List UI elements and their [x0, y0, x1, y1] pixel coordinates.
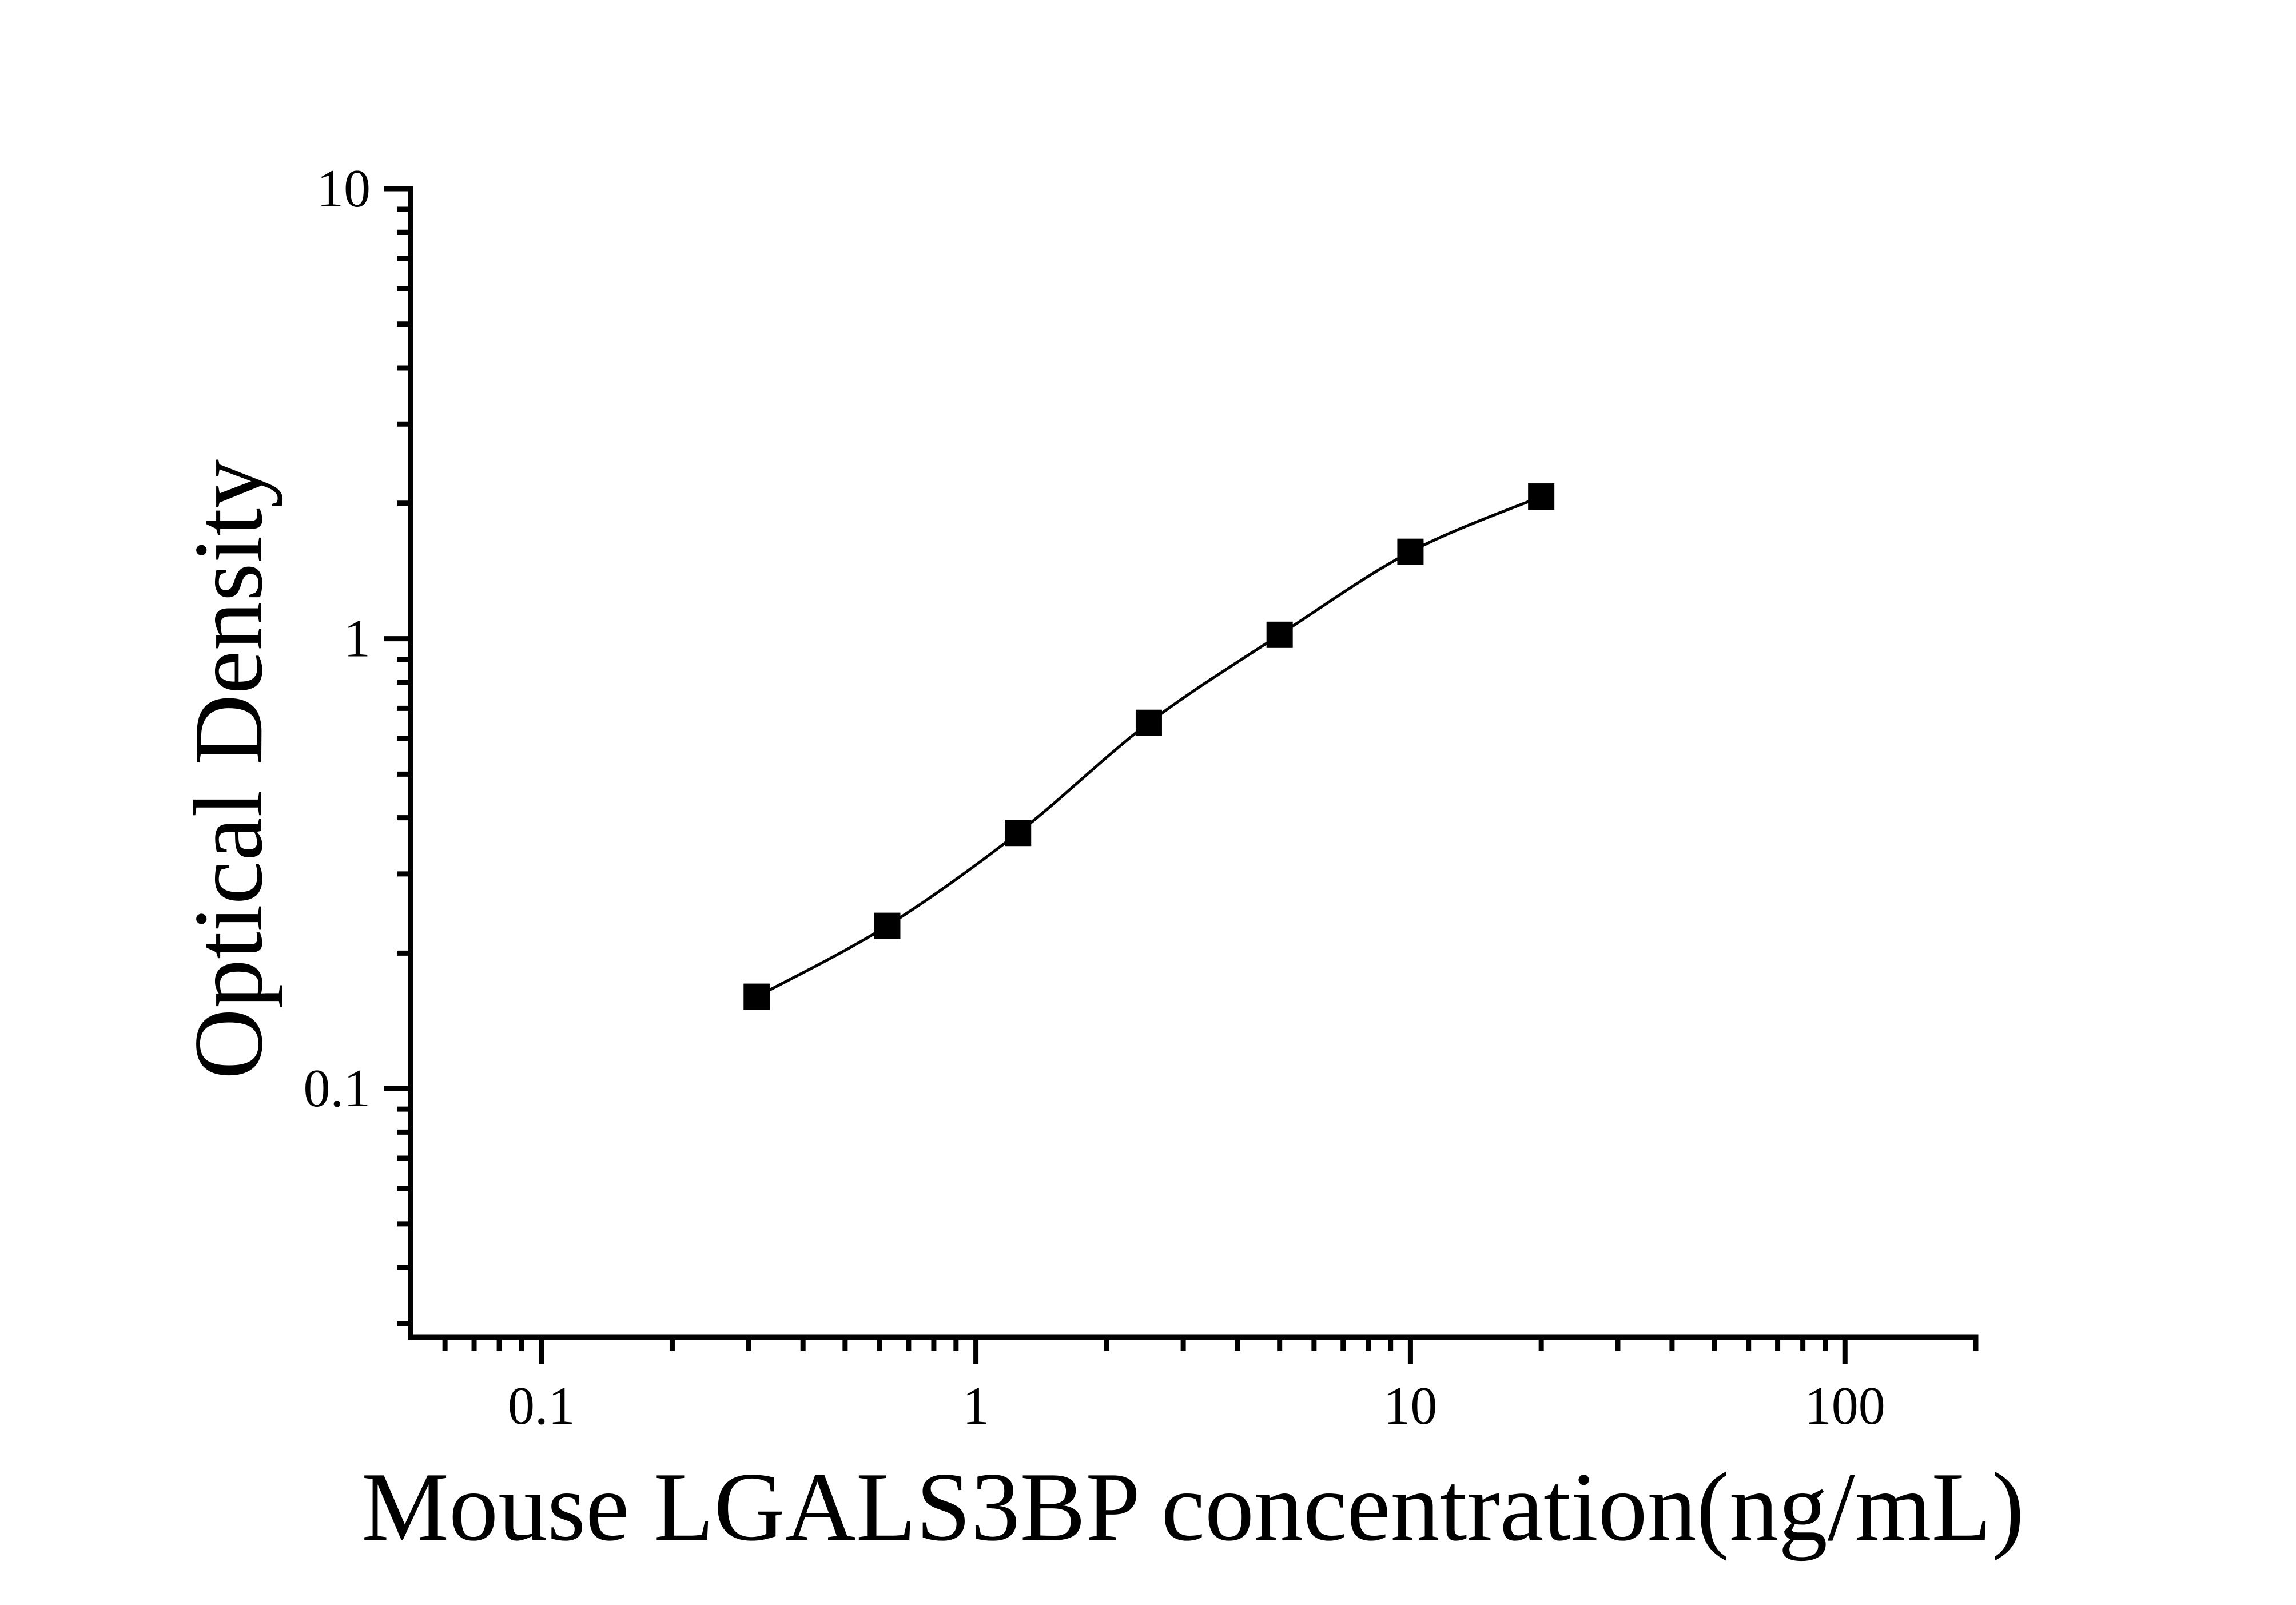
x-tick-label-100: 100 — [1805, 1376, 1885, 1436]
y-tick-label-0.1: 0.1 — [304, 1059, 371, 1118]
axes — [408, 186, 1979, 1340]
data-series — [743, 483, 1555, 1010]
x-tick-label-1: 1 — [962, 1376, 989, 1436]
axis-tick-labels: 0.1 1 10 100 0.1 1 10 — [304, 159, 1885, 1436]
x-tick-label-10: 10 — [1383, 1376, 1437, 1436]
data-point-5 — [1266, 621, 1293, 648]
data-point-0.313 — [743, 983, 770, 1010]
x-tick-label-0.1: 0.1 — [508, 1376, 575, 1436]
axis-spines — [408, 186, 1979, 1340]
data-point-2.5 — [1135, 709, 1162, 736]
data-point-20 — [1528, 483, 1555, 510]
y-axis-title: Optical Density — [174, 459, 283, 1079]
data-point-10 — [1397, 538, 1424, 565]
x-axis-title: Mouse LGALS3BP concentration(ng/mL) — [361, 1453, 2024, 1562]
y-tick-label-10: 10 — [317, 159, 371, 218]
data-point-1.25 — [1005, 820, 1032, 847]
axis-ticks — [384, 186, 1979, 1364]
y-tick-label-1: 1 — [344, 609, 371, 669]
data-point-0.625 — [874, 912, 901, 939]
